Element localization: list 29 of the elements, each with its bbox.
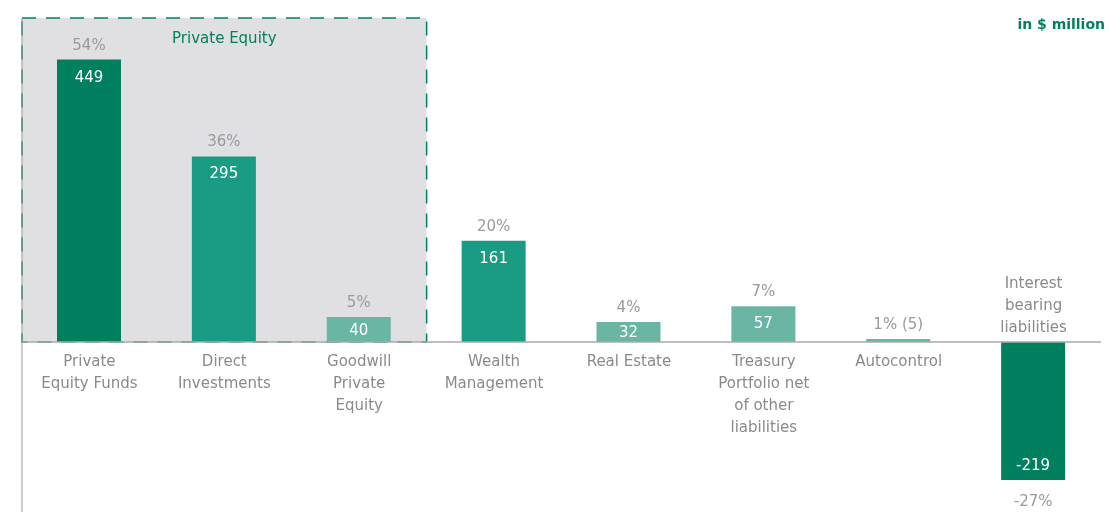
data-label: -219 <box>1016 455 1051 474</box>
x-tick-label: Private Equity Funds <box>41 352 138 393</box>
data-label: 449 <box>74 67 104 86</box>
annotation: 36% <box>207 132 241 151</box>
annotation: 7% <box>751 282 776 301</box>
data-label: 295 <box>209 164 239 183</box>
x-tick-label: Real Estate <box>586 352 672 371</box>
annotation: 54% <box>72 35 106 54</box>
data-label: 40 <box>349 320 369 339</box>
annotation: 1% (5) <box>873 314 924 333</box>
x-tick-label: Direct Investments <box>177 352 271 393</box>
annotation: 4% <box>616 297 641 316</box>
bar <box>1001 342 1066 480</box>
x-tick-label: Autocontrol <box>855 352 943 371</box>
annotation: -27% <box>1013 491 1053 510</box>
band-label: Private Equity <box>172 28 277 47</box>
bar <box>461 240 526 343</box>
x-tick-label: Treasury Portfolio net of other liabilities <box>718 352 810 437</box>
annotation: 20% <box>476 216 511 235</box>
data-label: 161 <box>479 248 508 267</box>
annotation: in $ million <box>1017 16 1105 32</box>
bar <box>731 306 796 343</box>
x-tick-label: Interest bearing liabilities <box>1000 274 1068 337</box>
annotation: 5% <box>346 292 371 311</box>
x-tick-label: Wealth Management <box>444 352 544 393</box>
x-tick-label: Goodwill Private Equity <box>327 352 392 415</box>
data-label: 57 <box>753 314 773 333</box>
bar <box>191 156 256 343</box>
data-label: 32 <box>618 323 639 342</box>
